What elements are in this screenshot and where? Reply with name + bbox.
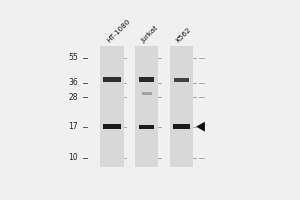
FancyBboxPatch shape xyxy=(103,77,121,82)
FancyBboxPatch shape xyxy=(173,124,190,129)
Text: 10: 10 xyxy=(69,153,78,162)
FancyBboxPatch shape xyxy=(142,92,152,95)
Text: 55: 55 xyxy=(68,53,78,62)
FancyBboxPatch shape xyxy=(174,78,189,82)
Polygon shape xyxy=(196,122,205,132)
FancyBboxPatch shape xyxy=(103,124,121,129)
FancyBboxPatch shape xyxy=(135,46,158,167)
Text: Jurkat: Jurkat xyxy=(140,25,159,44)
Text: 28: 28 xyxy=(69,93,78,102)
Text: HT-1080: HT-1080 xyxy=(105,18,131,44)
FancyBboxPatch shape xyxy=(139,77,154,82)
Text: 17: 17 xyxy=(69,122,78,131)
FancyBboxPatch shape xyxy=(139,125,154,129)
Text: K562: K562 xyxy=(175,27,193,44)
Text: 36: 36 xyxy=(68,78,78,87)
FancyBboxPatch shape xyxy=(100,46,124,167)
FancyBboxPatch shape xyxy=(170,46,193,167)
